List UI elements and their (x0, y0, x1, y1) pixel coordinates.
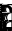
Text: (a): (a) (11, 0, 12, 15)
Legend: 15-24, 25-54, 55 plus: 15-24, 25-54, 55 plus (11, 19, 12, 31)
Point (2, 18, 3, 19)
Text: HILDA: HILDA (0, 12, 12, 30)
Point (3, 25, 4, 26)
Point (7, 25, 8, 26)
Point (3, 9, 4, 10)
Legend: 18-25, 26-49, 50 plus: 18-25, 26-49, 50 plus (11, 11, 12, 31)
Text: (c): (c) (11, 17, 12, 31)
Point (7, 7, 8, 8)
Point (7, 9, 8, 10)
Legend: 18-25, 26-49, 50 plus: 18-25, 26-49, 50 plus (10, 28, 12, 31)
Point (5, 9, 6, 10)
Point (5, 7, 6, 8)
Text: NSDUH: NSDUH (0, 4, 12, 22)
Point (9, 8, 10, 9)
Point (7, 23, 8, 24)
Text: UKHLS: UKHLS (0, 21, 12, 31)
Text: (b): (b) (11, 8, 12, 23)
Point (2, 17, 3, 18)
Point (9, 9, 10, 10)
